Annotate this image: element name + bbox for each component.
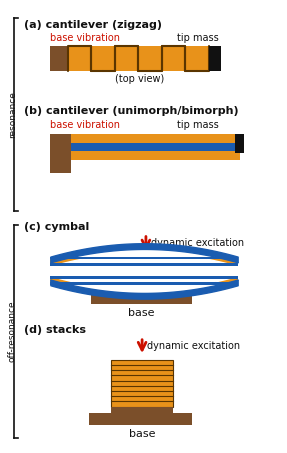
Text: (a) cantilever (zigzag): (a) cantilever (zigzag) xyxy=(24,19,162,29)
Text: resonance: resonance xyxy=(8,91,17,138)
Text: base: base xyxy=(129,429,155,439)
Text: base vibration: base vibration xyxy=(51,120,120,130)
Bar xyxy=(71,134,240,143)
Text: (d) stacks: (d) stacks xyxy=(24,325,86,335)
Bar xyxy=(51,256,238,266)
Bar xyxy=(51,256,238,260)
Bar xyxy=(110,360,173,407)
Text: dynamic excitation: dynamic excitation xyxy=(151,238,244,248)
Text: tip mass: tip mass xyxy=(177,120,219,130)
Bar xyxy=(51,276,238,279)
Bar xyxy=(89,413,192,425)
Text: (c) cymbal: (c) cymbal xyxy=(24,222,89,232)
Bar xyxy=(51,263,238,266)
Bar xyxy=(209,46,221,71)
Bar xyxy=(51,46,67,71)
Text: base vibration: base vibration xyxy=(51,33,120,43)
Bar xyxy=(71,143,240,151)
Bar xyxy=(67,46,209,71)
Text: base: base xyxy=(128,308,154,318)
Text: off-resonance: off-resonance xyxy=(8,301,17,362)
Text: tip mass: tip mass xyxy=(177,33,219,43)
Bar xyxy=(51,276,238,285)
Bar xyxy=(71,151,240,160)
Bar xyxy=(51,134,71,173)
Bar xyxy=(110,407,173,413)
Text: (b) cantilever (unimorph/bimorph): (b) cantilever (unimorph/bimorph) xyxy=(24,106,238,116)
Bar xyxy=(92,293,192,304)
Text: (top view): (top view) xyxy=(115,74,164,84)
Bar xyxy=(235,134,244,154)
Text: dynamic excitation: dynamic excitation xyxy=(147,342,240,352)
Bar xyxy=(51,282,238,285)
